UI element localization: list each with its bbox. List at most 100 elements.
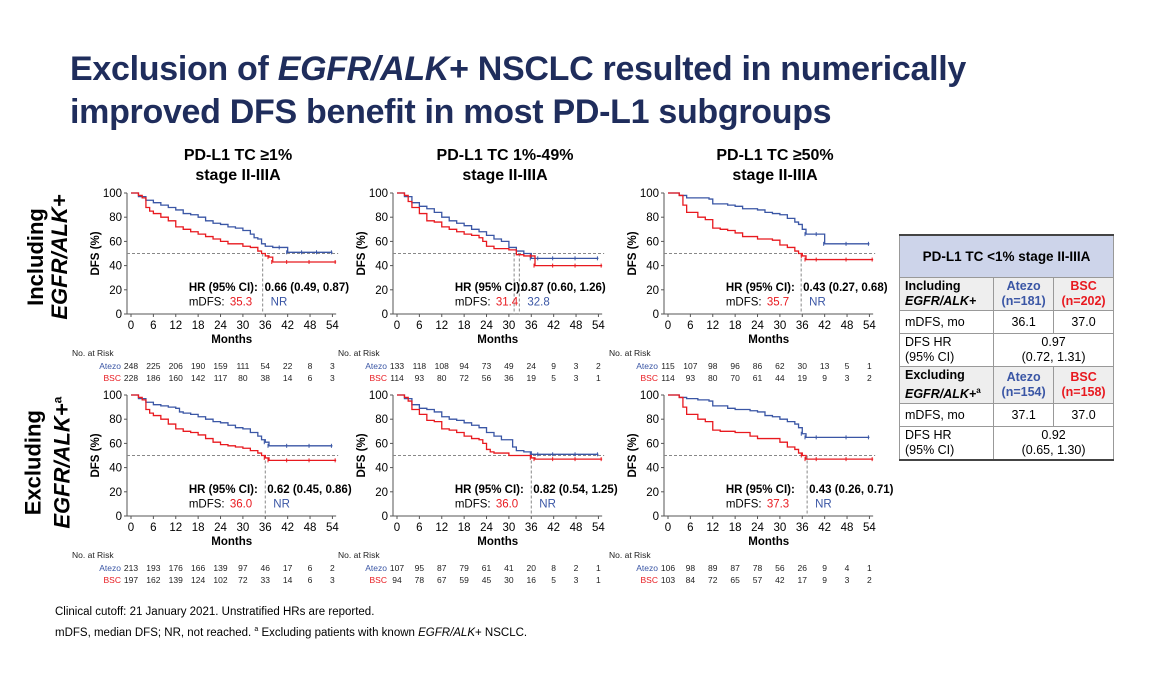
arm-n: (n=181) (1001, 294, 1046, 308)
risk-bsc-count: 78 (415, 575, 425, 585)
hr-value: 0.82 (0.54, 1.25) (533, 484, 618, 496)
x-axis-label: Months (477, 536, 518, 548)
ci: (0.65, 1.30) (1021, 443, 1086, 458)
risk-atezo-count: 1 (867, 563, 872, 573)
x-axis-label: Months (748, 536, 789, 548)
mdfs-atezo: 36.1 (993, 310, 1055, 334)
x-axis-label: Months (211, 334, 252, 346)
risk-bsc-count: 56 (482, 373, 492, 383)
y-tick-label: 60 (646, 236, 659, 248)
risk-bsc-count: 139 (169, 575, 183, 585)
risk-bsc-count: 72 (708, 575, 718, 585)
y-tick-label: 100 (640, 390, 659, 402)
y-tick-label: 80 (109, 212, 122, 224)
risk-atezo-count: 2 (574, 563, 579, 573)
risk-atezo-count: 13 (820, 361, 830, 371)
y-tick-label: 100 (103, 188, 122, 200)
risk-bsc-label: BSC (370, 373, 387, 383)
x-tick-label: 18 (729, 522, 742, 534)
y-tick-label: 20 (646, 487, 659, 499)
mdfs-label: mDFS: (455, 499, 491, 511)
km-curve-atezo (131, 394, 333, 447)
hr-label: HR (95% CI): (455, 484, 524, 496)
mdfs-atezo: NR (815, 499, 832, 511)
risk-bsc-label: BSC (104, 373, 121, 383)
hr: 0.92 (1041, 428, 1066, 443)
km-curve-bsc (397, 192, 603, 267)
x-tick-label: 12 (706, 320, 719, 332)
y-tick-label: 100 (369, 390, 388, 402)
x-tick-label: 6 (416, 522, 422, 534)
risk-atezo-count: 56 (775, 563, 785, 573)
footnote-gene: EGFR/ALK (418, 626, 476, 639)
footnote-marker: a (254, 626, 259, 633)
table-row: DFS HR (95% CI) 0.92 (0.65, 1.30) (898, 426, 1114, 462)
y-tick-label: 0 (382, 511, 388, 523)
x-axis-label: Months (211, 536, 252, 548)
mdfs-bsc: 35.7 (767, 297, 789, 309)
group-label: Including EGFR/ALK+ (898, 277, 995, 311)
x-tick-label: 0 (128, 320, 134, 332)
hr-label: HR (95% CI): (189, 282, 258, 294)
risk-table-label: No. at Risk (338, 550, 380, 560)
risk-atezo-label: Atezo (99, 563, 121, 573)
x-tick-label: 30 (503, 522, 516, 534)
y-tick-label: 40 (109, 261, 122, 273)
risk-atezo-count: 96 (730, 361, 740, 371)
x-tick-label: 12 (435, 320, 448, 332)
arm-n: (n=154) (1001, 385, 1046, 400)
table-row: DFS HR (95% CI) 0.97 (0.72, 1.31) (898, 333, 1114, 367)
y-tick-label: 40 (375, 463, 388, 475)
hr: 0.97 (1041, 335, 1066, 349)
risk-atezo-count: 49 (504, 361, 514, 371)
table-row: mDFS, mo 37.1 37.0 (898, 403, 1114, 428)
x-tick-label: 54 (326, 320, 339, 332)
risk-atezo-count: 86 (753, 361, 763, 371)
x-tick-label: 42 (818, 320, 831, 332)
risk-atezo-count: 4 (845, 563, 850, 573)
y-tick-label: 20 (375, 487, 388, 499)
bsc-header: BSC (n=202) (1053, 277, 1114, 311)
y-tick-label: 80 (375, 414, 388, 426)
risk-bsc-count: 3 (330, 373, 335, 383)
arm-name: BSC (1070, 279, 1097, 293)
risk-bsc-count: 93 (415, 373, 425, 383)
x-tick-label: 42 (281, 320, 294, 332)
risk-bsc-count: 3 (330, 575, 335, 585)
risk-atezo-count: 98 (708, 361, 718, 371)
risk-atezo-count: 3 (574, 361, 579, 371)
x-tick-label: 24 (214, 522, 227, 534)
mdfs-bsc: 31.4 (496, 297, 519, 309)
risk-bsc-count: 160 (169, 373, 183, 383)
y-tick-label: 20 (109, 487, 122, 499)
footnote-marker: a (976, 386, 981, 395)
footnote-text: + NSCLC. (475, 626, 528, 639)
tc-lt1-table: PD-L1 TC <1% stage II-IIIA Including EGFR… (898, 234, 1114, 462)
risk-bsc-count: 1 (596, 373, 601, 383)
x-tick-label: 24 (214, 320, 227, 332)
y-tick-label: 20 (375, 285, 388, 297)
risk-atezo-count: 248 (124, 361, 138, 371)
risk-atezo-count: 30 (798, 361, 808, 371)
mdfs-label: mDFS: (726, 499, 762, 511)
mdfs-label: mDFS: (189, 297, 225, 309)
x-tick-label: 36 (259, 320, 272, 332)
group-label-line: Including (905, 279, 961, 293)
plot-title-tc1-49: PD-L1 TC 1%-49% stage II-IIIA (375, 146, 635, 186)
x-tick-label: 42 (547, 522, 560, 534)
x-tick-label: 6 (687, 522, 693, 534)
y-tick-label: 80 (646, 212, 659, 224)
row-label: DFS HR (95% CI) (898, 333, 995, 367)
risk-bsc-count: 114 (661, 373, 675, 383)
risk-atezo-count: 118 (413, 361, 427, 371)
risk-atezo-count: 8 (308, 361, 313, 371)
hr-value: 0.66 (0.49, 0.87) (265, 282, 350, 294)
arm-name: BSC (1070, 370, 1097, 385)
risk-atezo-count: 62 (775, 361, 785, 371)
y-tick-label: 0 (653, 309, 659, 321)
risk-atezo-count: 6 (308, 563, 313, 573)
title-text: Exclusion of (70, 50, 278, 88)
risk-atezo-count: 225 (146, 361, 160, 371)
y-tick-label: 60 (375, 236, 388, 248)
risk-bsc-count: 44 (775, 373, 785, 383)
